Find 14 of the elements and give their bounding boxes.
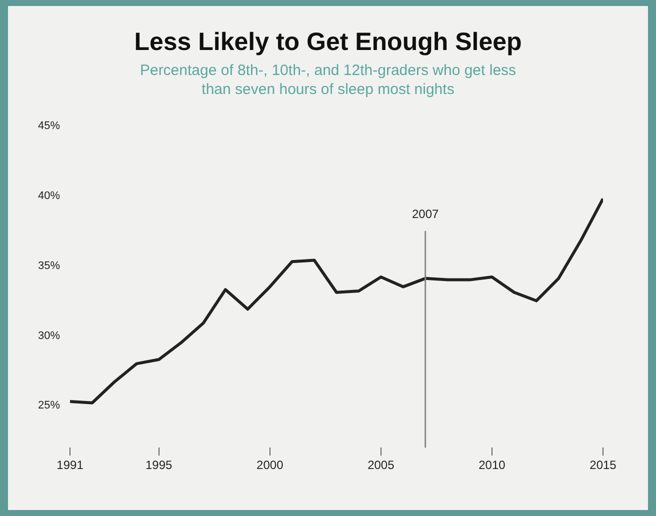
ref-line-label: 2007 bbox=[412, 207, 440, 221]
y-tick-label: 35% bbox=[38, 260, 60, 272]
y-tick-label: 45% bbox=[38, 120, 60, 132]
y-tick-label: 30% bbox=[38, 330, 60, 342]
y-tick-label: 40% bbox=[38, 190, 60, 202]
x-tick-label: 1995 bbox=[145, 458, 173, 472]
x-tick-label: 2015 bbox=[590, 458, 617, 472]
y-tick-label: 25% bbox=[38, 400, 60, 412]
x-tick-label: 2010 bbox=[478, 458, 506, 472]
chart-title: Less Likely to Get Enough Sleep bbox=[133, 28, 523, 57]
x-tick-label: 2000 bbox=[256, 458, 284, 472]
x-tick-label: 1991 bbox=[56, 458, 84, 472]
x-tick-label: 2005 bbox=[368, 458, 395, 472]
chart-subtitle: Percentage of 8th-, 10th-, and 12th-graders who get less than seven hours of sleep most nights bbox=[138, 61, 518, 99]
